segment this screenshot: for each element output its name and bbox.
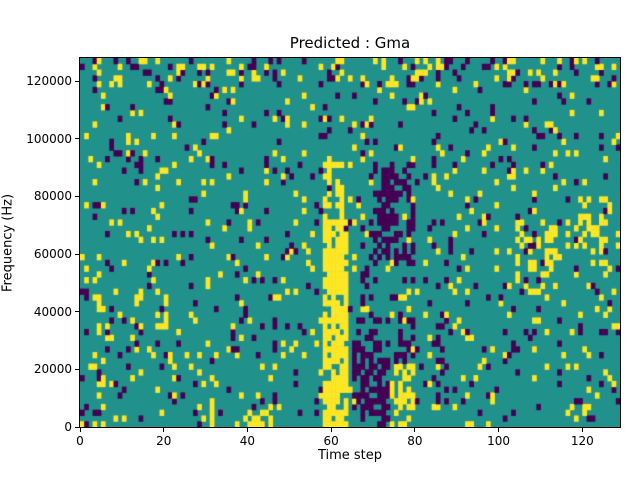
y-tick-mark xyxy=(75,368,79,370)
y-tick-mark xyxy=(75,426,79,428)
x-tick-mark xyxy=(581,428,583,432)
y-tick-mark xyxy=(75,195,79,197)
x-tick-label: 100 xyxy=(487,434,511,448)
x-axis-label: Time step xyxy=(317,448,383,463)
x-tick-mark xyxy=(163,428,165,432)
chart-title: Predicted : Gma xyxy=(289,34,411,52)
x-tick-mark xyxy=(414,428,416,432)
y-tick-mark xyxy=(75,253,79,255)
x-tick-label: 0 xyxy=(76,434,84,448)
y-tick-mark xyxy=(75,138,79,140)
x-tick-mark xyxy=(246,428,248,432)
x-tick-mark xyxy=(498,428,500,432)
x-tick-label: 80 xyxy=(407,434,423,448)
heatmap-canvas xyxy=(79,57,621,428)
x-tick-mark xyxy=(79,428,81,432)
x-tick-label: 60 xyxy=(323,434,339,448)
x-tick-label: 120 xyxy=(570,434,594,448)
y-tick-mark xyxy=(75,311,79,313)
y-axis-label: Frequency (Hz) xyxy=(0,193,16,292)
plot-area xyxy=(79,57,621,428)
x-tick-label: 20 xyxy=(156,434,172,448)
x-tick-mark xyxy=(330,428,332,432)
x-tick-label: 40 xyxy=(239,434,256,448)
y-tick-mark xyxy=(75,80,79,82)
